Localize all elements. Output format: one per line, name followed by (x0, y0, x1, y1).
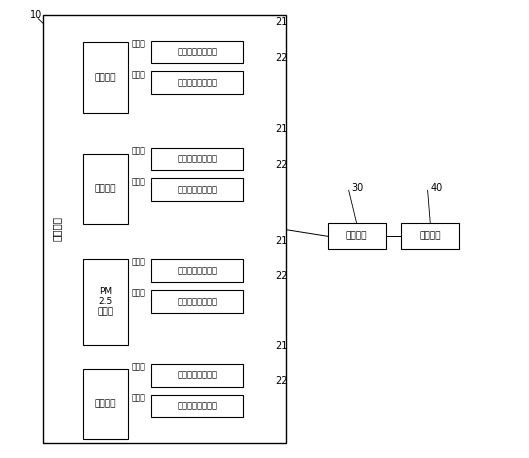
Bar (327, 223, 386, 250)
Bar (151, 259, 243, 282)
Text: 22: 22 (275, 376, 288, 386)
Text: 10: 10 (30, 10, 42, 20)
Bar (151, 179, 243, 201)
Text: 信号线: 信号线 (132, 146, 146, 155)
Bar (83, 369, 127, 439)
Text: 偏置线: 偏置线 (132, 177, 146, 186)
Bar (43, 15, 286, 443)
Text: 偏置线: 偏置线 (132, 289, 146, 298)
Bar (151, 364, 243, 387)
Text: 第二电平测试模块: 第二电平测试模块 (177, 185, 217, 194)
Text: 21: 21 (275, 236, 287, 246)
Text: 40: 40 (430, 183, 443, 193)
Bar (151, 71, 243, 94)
Bar (151, 41, 243, 63)
Text: 22: 22 (275, 160, 288, 170)
Bar (151, 290, 243, 313)
Text: 21: 21 (275, 341, 287, 350)
Bar (402, 223, 459, 250)
Text: 温度探头: 温度探头 (95, 73, 116, 82)
Bar (83, 154, 127, 224)
Text: 信号线: 信号线 (132, 362, 146, 371)
Text: 报警模块: 报警模块 (419, 232, 441, 241)
Text: 第二电平测试模块: 第二电平测试模块 (177, 297, 217, 306)
Text: 偏置线: 偏置线 (132, 70, 146, 79)
Bar (83, 259, 127, 345)
Text: 烟雾探头: 烟雾探头 (95, 399, 116, 409)
Text: 30: 30 (351, 183, 363, 193)
Bar (83, 42, 127, 113)
Bar (151, 395, 243, 417)
Text: 22: 22 (275, 271, 288, 281)
Text: 信号线: 信号线 (132, 258, 146, 267)
Text: 21: 21 (275, 17, 287, 27)
Text: 第一电平测试模块: 第一电平测试模块 (177, 48, 217, 56)
Text: 第二电平测试模块: 第二电平测试模块 (177, 402, 217, 410)
Text: 湿度探头: 湿度探头 (95, 185, 116, 194)
Text: 偏置线: 偏置线 (132, 393, 146, 403)
Text: 处理模块: 处理模块 (346, 232, 367, 241)
Bar (151, 147, 243, 170)
Text: 第一电平测试模块: 第一电平测试模块 (177, 371, 217, 380)
Text: 21: 21 (275, 124, 287, 134)
Text: 探测模块: 探测模块 (52, 217, 62, 241)
Text: 第一电平测试模块: 第一电平测试模块 (177, 154, 217, 164)
Text: 22: 22 (275, 53, 288, 63)
Text: 第一电平测试模块: 第一电平测试模块 (177, 266, 217, 275)
Text: 信号线: 信号线 (132, 39, 146, 48)
Text: PM
2.5
探测器: PM 2.5 探测器 (97, 287, 113, 317)
Text: 第二电平测试模块: 第二电平测试模块 (177, 78, 217, 87)
